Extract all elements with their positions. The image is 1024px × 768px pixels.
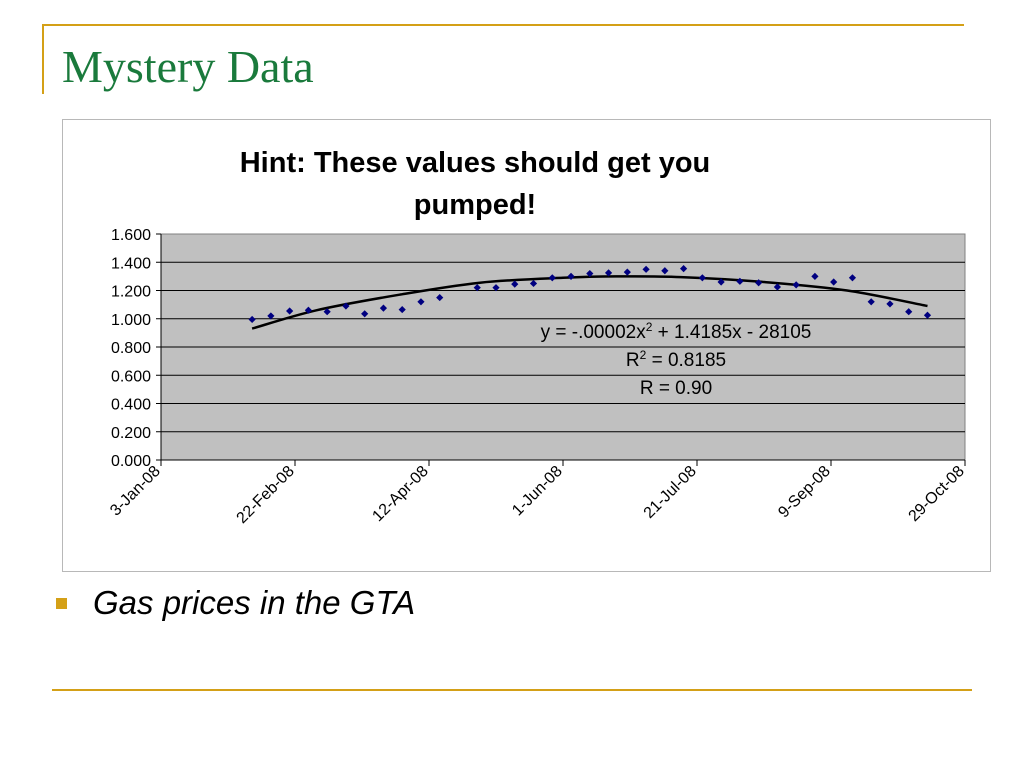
x-tick-label: 12-Apr-08 (369, 463, 431, 525)
data-point (248, 315, 256, 324)
data-point (680, 265, 688, 273)
data-point (567, 272, 575, 280)
top-rule (42, 24, 964, 26)
data-point (548, 274, 556, 282)
data-point (623, 268, 631, 276)
data-point (905, 308, 913, 316)
x-tick-label: 9-Sep-08 (775, 463, 834, 522)
x-tick-label: 1-Jun-08 (509, 463, 566, 520)
data-point (604, 269, 613, 277)
data-point (886, 300, 894, 308)
x-tick-label: 29-Oct-08 (906, 463, 968, 525)
bullet-marker (56, 598, 67, 609)
y-tick-label: 1.600 (111, 227, 151, 244)
y-tick-label: 0.000 (111, 453, 151, 470)
data-point (586, 269, 594, 278)
chart: Hint: These values should get you pumped… (107, 147, 968, 527)
trendline (251, 275, 928, 330)
trendline-group (251, 275, 928, 330)
equation-superscript: 2 (646, 320, 653, 334)
data-point (492, 284, 500, 292)
x-tick-label: 22-Feb-08 (234, 463, 298, 527)
left-rule (42, 24, 44, 94)
y-tick-label: 0.200 (111, 425, 151, 442)
data-point (811, 272, 819, 280)
x-tick-label: 3-Jan-08 (107, 463, 164, 520)
r2-prefix: R (626, 350, 640, 371)
y-tick-label: 0.400 (111, 397, 151, 414)
r2-suffix: = 0.8185 (646, 350, 726, 371)
r2-superscript: 2 (640, 348, 647, 362)
data-point (511, 280, 519, 288)
bullet-text: Gas prices in the GTA (93, 584, 416, 621)
y-tick-label: 1.400 (111, 255, 151, 272)
svg-text:R2 = 0.8185: R2 = 0.8185 (626, 348, 726, 371)
data-point (436, 293, 444, 302)
chart-title-line-1: Hint: These values should get you (240, 147, 711, 179)
chart-title-line-2: pumped! (414, 189, 536, 221)
equation-suffix: + 1.4185x - 28105 (652, 322, 811, 343)
data-point (642, 265, 650, 273)
x-axis: 3-Jan-08 22-Feb-08 12-Apr-08 1-Jun-08 21-Jul… (107, 459, 968, 527)
trendline-equation: y = -.00002x2 + 1.4185x - 28105 R2 = 0.8… (541, 320, 812, 399)
x-tick-label: 21-Jul-08 (641, 463, 700, 522)
y-axis: 0.000 0.200 0.400 0.600 0.800 1.000 1.200 1.400… (111, 227, 162, 470)
y-tick-label: 0.600 (111, 368, 151, 385)
data-point (529, 279, 538, 288)
gridlines (161, 261, 965, 433)
slide-title: Mystery Data (62, 41, 314, 92)
svg-text:y = -.00002x2 + 1.4185x - 2810: y = -.00002x2 + 1.4185x - 28105 (541, 320, 812, 343)
data-point (417, 298, 425, 306)
data-point (773, 283, 781, 291)
y-tick-label: 0.800 (111, 340, 151, 357)
bottom-rule (52, 689, 972, 691)
data-point (323, 308, 331, 316)
r-value: R = 0.90 (640, 378, 712, 399)
data-point (755, 279, 763, 287)
data-point (867, 298, 875, 306)
y-tick-label: 1.000 (111, 312, 151, 329)
data-point (473, 284, 481, 292)
data-point (379, 304, 388, 312)
y-tick-label: 1.200 (111, 284, 151, 301)
equation-prefix: y = -.00002x (541, 322, 647, 343)
data-point (923, 311, 932, 319)
data-point (267, 312, 275, 320)
chart-container: Hint: These values should get you pumped… (62, 119, 991, 572)
